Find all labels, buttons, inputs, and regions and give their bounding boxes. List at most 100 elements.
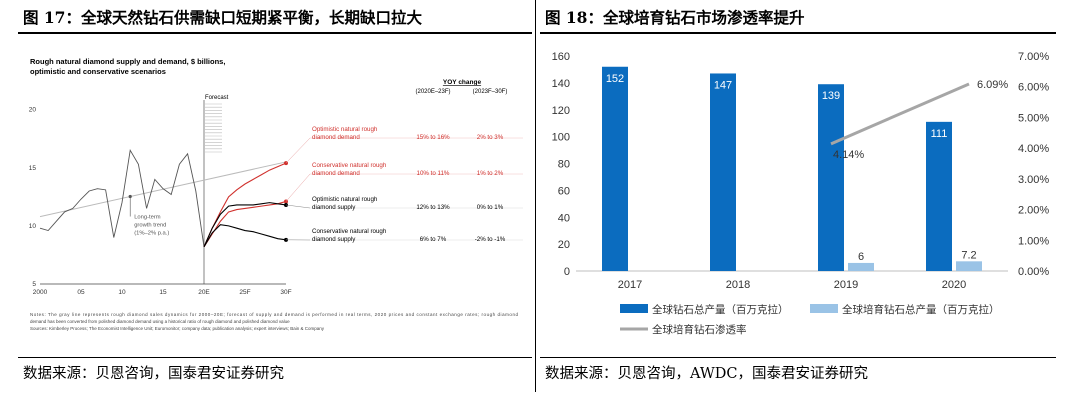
series-label: diamond supply	[312, 236, 356, 243]
penetration-line	[830, 82, 970, 146]
bar-total	[710, 73, 736, 271]
bar-total	[602, 66, 628, 271]
y-left-tick-label: 80	[558, 159, 570, 171]
historical-line	[39, 148, 205, 247]
forecast-label: Forecast	[205, 95, 229, 101]
series-line	[203, 224, 287, 248]
y-right-tick-label: 1.00%	[1018, 235, 1049, 247]
y-left-tick-label: 140	[552, 78, 570, 90]
penetration-label: 6.09%	[977, 79, 1008, 91]
right-source: 数据来源：贝恩咨询，AWDC，国泰君安证券研究	[545, 366, 869, 382]
y-left-tick-label: 100	[552, 132, 570, 144]
x-tick-label: 2000	[33, 289, 48, 296]
bar-lab-grown-label: 6	[858, 251, 864, 263]
x-tick-label: 05	[77, 289, 85, 296]
x-tick-label: 2019	[834, 279, 858, 291]
yoy-value: 10% to 11%	[417, 170, 450, 177]
y-left-tick-label: 160	[552, 51, 570, 63]
x-tick-label: 10	[118, 289, 126, 296]
x-tick-label: 20E	[198, 289, 210, 296]
chart-note: demand has been converted from polished …	[30, 319, 290, 324]
trend-annotation: growth trend	[134, 223, 166, 229]
chart-subtitle: optimistic and conservative scenarios	[30, 67, 166, 76]
series-line	[203, 200, 287, 248]
x-tick-label: 30F	[280, 289, 291, 296]
yoy-value: 15% to 16%	[416, 134, 450, 141]
trend-annotation: Long-term	[134, 215, 161, 221]
series-label: diamond demand	[312, 134, 360, 141]
panel-divider	[535, 0, 536, 392]
yoy-value: 0% to 1%	[477, 204, 504, 211]
bar-total-label: 139	[822, 90, 840, 102]
y-right-tick-label: 7.00%	[1018, 51, 1049, 63]
legend-label: 全球培育钻石总产量（百万克拉）	[842, 303, 1000, 316]
y-tick-label: 5	[32, 281, 36, 288]
bar-lab-grown	[848, 262, 874, 271]
y-tick-label: 20	[29, 107, 37, 114]
y-left-tick-label: 20	[558, 239, 570, 251]
x-tick-label: 25F	[239, 289, 250, 296]
y-right-tick-label: 6.00%	[1018, 82, 1049, 94]
y-left-tick-label: 40	[558, 212, 570, 224]
series-label: Conservative natural rough	[312, 162, 387, 169]
series-leader	[285, 173, 311, 202]
chart-note: Notes: The gray line represents rough di…	[30, 312, 518, 317]
x-tick-label: 2018	[726, 279, 750, 291]
y-left-tick-label: 0	[564, 266, 570, 278]
legend-swatch	[810, 304, 838, 313]
y-left-tick-label: 120	[552, 105, 570, 117]
y-right-tick-label: 0.00%	[1018, 266, 1049, 278]
series-line	[203, 162, 287, 248]
yoy-header: YOY change	[443, 79, 482, 86]
y-right-tick-label: 2.00%	[1018, 205, 1049, 217]
series-label: diamond demand	[312, 170, 360, 177]
right-title-rule	[540, 32, 1056, 34]
bar-total-label: 111	[931, 128, 948, 140]
left-title-rule	[18, 32, 532, 34]
chart-title: Rough natural diamond supply and demand,…	[30, 57, 225, 66]
right-figure-title: 图 18：全球培育钻石市场渗透率提升	[545, 8, 805, 27]
right-bottom-rule	[540, 357, 1056, 358]
left-chart: Rough natural diamond supply and demand,…	[29, 57, 523, 331]
bar-total-label: 147	[714, 79, 732, 91]
penetration-label: 4.14%	[833, 149, 864, 161]
yoy-value: 6% to 7%	[420, 236, 447, 243]
bar-total	[926, 121, 952, 271]
yoy-period: (2020E–23F)	[415, 89, 450, 95]
yoy-value: 12% to 13%	[416, 204, 450, 211]
x-tick-label: 2020	[942, 279, 966, 291]
left-figure-title: 图 17：全球天然钻石供需缺口短期紧平衡，长期缺口拉大	[23, 8, 422, 27]
series-label: Optimistic natural rough	[312, 126, 378, 133]
bar-total	[818, 84, 844, 271]
yoy-value: -2% to -1%	[475, 236, 506, 243]
y-tick-label: 10	[29, 223, 37, 230]
left-bottom-rule	[18, 357, 532, 358]
series-leader	[285, 137, 311, 164]
legend-label: 全球钻石总产量（百万克拉）	[652, 303, 789, 316]
series-label: Optimistic natural rough	[312, 196, 378, 203]
series-line	[203, 202, 287, 248]
bar-lab-grown	[956, 261, 982, 271]
yoy-value: 2% to 3%	[477, 134, 504, 141]
y-tick-label: 15	[29, 165, 37, 172]
left-source: 数据来源：贝恩咨询，国泰君安证券研究	[23, 366, 284, 382]
yoy-period: (2023F–30F)	[473, 89, 508, 95]
y-right-tick-label: 5.00%	[1018, 112, 1049, 124]
x-tick-label: 2017	[618, 279, 642, 291]
bar-lab-grown-label: 7.2	[961, 249, 976, 261]
series-label: Conservative natural rough	[312, 228, 387, 235]
chart-note: Sources: Kimberley Process; The Economis…	[30, 326, 325, 331]
trend-annotation: (1%–2% p.a.)	[134, 231, 169, 237]
bar-total-label: 152	[606, 73, 624, 85]
legend-swatch	[620, 304, 648, 313]
x-tick-label: 15	[159, 289, 167, 296]
yoy-value: 1% to 2%	[477, 170, 504, 177]
right-chart: 0 20 40 60 80 100 120 140 160 0.00% 1.00% 2.00% 3.00…	[552, 51, 1050, 336]
series-leader	[285, 204, 311, 209]
series-label: diamond supply	[312, 204, 356, 211]
legend-label: 全球培育钻石渗透率	[652, 323, 747, 336]
y-right-tick-label: 3.00%	[1018, 174, 1049, 186]
y-left-tick-label: 60	[558, 185, 570, 197]
trend-line	[39, 161, 287, 218]
y-right-tick-label: 4.00%	[1018, 143, 1049, 155]
